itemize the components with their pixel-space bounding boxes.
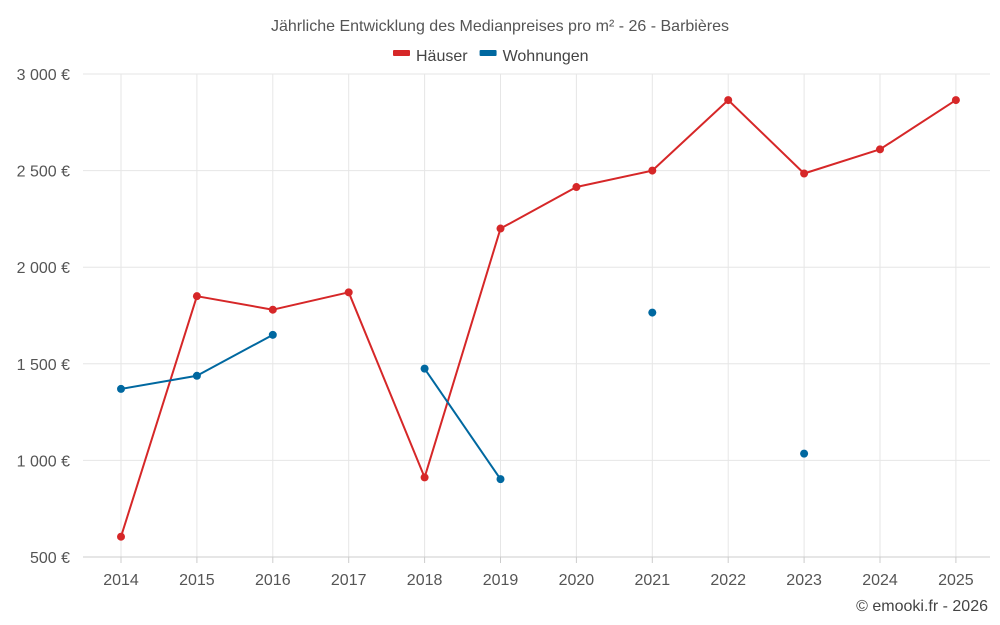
legend-item-label[interactable]: Wohnungen <box>503 48 589 65</box>
data-point[interactable] <box>648 308 657 317</box>
data-point[interactable] <box>724 96 733 105</box>
x-tick-label: 2020 <box>559 572 595 589</box>
x-tick-label: 2023 <box>786 572 822 589</box>
data-point[interactable] <box>496 224 505 233</box>
data-point[interactable] <box>800 169 809 178</box>
data-point[interactable] <box>420 364 429 373</box>
data-point[interactable] <box>420 473 429 482</box>
copyright-credit: © emooki.fr - 2026 <box>856 598 988 615</box>
grid-lines <box>83 73 990 557</box>
data-point[interactable] <box>496 475 505 484</box>
x-tick-label: 2024 <box>862 572 898 589</box>
data-point[interactable] <box>344 288 353 297</box>
chart-legend: Häuser Wohnungen <box>393 48 589 65</box>
chart-title: Jährliche Entwicklung des Medianpreises … <box>271 18 729 35</box>
data-point[interactable] <box>876 145 884 154</box>
data-point[interactable] <box>268 305 277 314</box>
data-point[interactable] <box>192 292 201 301</box>
series-line-1 <box>423 368 502 480</box>
legend-item-label[interactable]: Häuser <box>416 48 468 65</box>
data-point[interactable] <box>951 96 960 105</box>
y-tick-label: 2 500 € <box>17 164 70 181</box>
x-tick-label: 2022 <box>710 572 746 589</box>
data-point[interactable] <box>117 384 125 393</box>
series-lines <box>120 99 957 538</box>
series-line-0 <box>120 99 957 538</box>
y-tick-label: 1 000 € <box>17 453 70 470</box>
y-tick-label: 3 000 € <box>17 67 70 84</box>
y-tick-label: 2 000 € <box>17 260 70 277</box>
data-point[interactable] <box>572 183 581 192</box>
data-point[interactable] <box>192 371 201 380</box>
x-tick-label: 2025 <box>938 572 974 589</box>
legend-swatch <box>479 50 497 56</box>
data-point[interactable] <box>648 166 657 175</box>
data-point[interactable] <box>800 449 809 458</box>
x-tick-label: 2019 <box>483 572 519 589</box>
x-axis-ticks: 2014 2015 2016 2017 2018 2019 2020 2021 2022 2023… <box>83 556 990 589</box>
x-tick-label: 2018 <box>407 572 443 589</box>
data-point[interactable] <box>117 532 125 541</box>
y-axis-ticks: 500 € 1 000 € 1 500 € 2 000 € 2 500 € 3 000 € <box>17 67 70 567</box>
data-point[interactable] <box>268 330 277 339</box>
x-tick-label: 2015 <box>179 572 215 589</box>
x-tick-label: 2016 <box>255 572 291 589</box>
legend-swatch <box>393 50 410 56</box>
x-tick-label: 2017 <box>331 572 367 589</box>
x-tick-label: 2014 <box>103 572 139 589</box>
x-tick-label: 2021 <box>635 572 671 589</box>
y-tick-label: 500 € <box>30 550 70 567</box>
series-points <box>117 96 960 541</box>
y-tick-label: 1 500 € <box>17 357 70 374</box>
